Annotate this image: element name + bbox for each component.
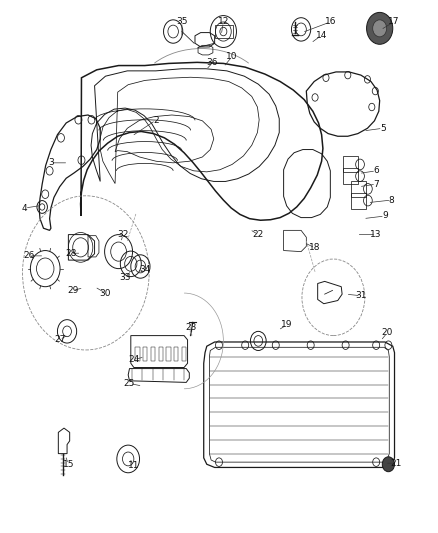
Text: 36: 36	[207, 59, 218, 67]
Circle shape	[373, 20, 387, 37]
Text: 22: 22	[253, 230, 264, 239]
Text: 15: 15	[63, 460, 74, 469]
Text: 35: 35	[176, 18, 187, 27]
Circle shape	[382, 457, 395, 472]
Text: 21: 21	[390, 459, 402, 467]
Text: 8: 8	[389, 196, 394, 205]
Circle shape	[367, 12, 393, 44]
Text: 18: 18	[309, 244, 321, 253]
Text: 12: 12	[218, 18, 229, 27]
Text: 13: 13	[371, 230, 382, 239]
Text: 33: 33	[120, 273, 131, 281]
Text: 25: 25	[124, 379, 135, 388]
Text: 26: 26	[23, 252, 35, 260]
Text: 14: 14	[316, 31, 327, 40]
Text: 28: 28	[65, 249, 76, 258]
Text: 20: 20	[381, 328, 393, 337]
Text: 2: 2	[153, 116, 159, 125]
Text: 34: 34	[139, 265, 151, 273]
Text: 29: 29	[67, 286, 78, 295]
Text: 27: 27	[54, 335, 65, 344]
Text: 4: 4	[22, 204, 28, 213]
Text: 9: 9	[382, 212, 388, 221]
Text: 3: 3	[48, 158, 54, 167]
Text: 24: 24	[128, 355, 139, 364]
Text: 11: 11	[128, 462, 140, 470]
Text: 17: 17	[388, 18, 399, 27]
Text: 31: 31	[355, 291, 367, 300]
Text: 10: 10	[226, 52, 238, 61]
Text: 7: 7	[373, 180, 379, 189]
Text: 19: 19	[281, 320, 293, 329]
Text: 6: 6	[373, 166, 379, 175]
Text: 30: 30	[100, 288, 111, 297]
Text: 23: 23	[185, 323, 196, 332]
Text: 32: 32	[117, 230, 129, 239]
Text: 5: 5	[380, 124, 385, 133]
Text: 16: 16	[325, 18, 336, 27]
